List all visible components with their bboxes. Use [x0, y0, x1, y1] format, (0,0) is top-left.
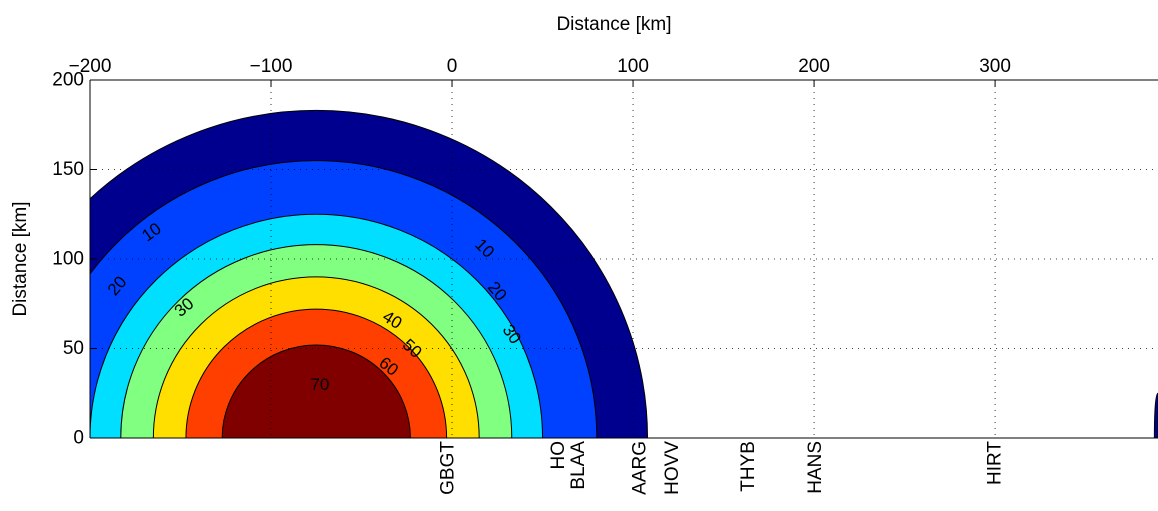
y-tick-label: 50	[63, 338, 84, 359]
y-tick-label: 200	[52, 70, 84, 91]
contour-band-70	[221, 344, 411, 438]
x-tick-label: 0	[447, 56, 458, 77]
x-tick-label: −100	[250, 56, 293, 77]
contour-fills	[90, 110, 1158, 438]
station-label-ho: HO	[548, 441, 569, 470]
axes: −200 −100 0 100 200 300 0 50 100 150 200 Distance […	[10, 14, 1158, 449]
contour-band-edge	[1153, 392, 1158, 438]
station-label-aarg: AARG	[629, 441, 650, 495]
contour-label: 70	[310, 375, 329, 394]
y-axis-title: Distance [km]	[10, 201, 31, 316]
station-label-hovv: HOVV	[662, 441, 683, 495]
x-tick-label: −200	[69, 56, 112, 77]
x-tick-label: 300	[979, 56, 1011, 77]
grid-lines	[90, 80, 1158, 438]
y-tick-label: 0	[73, 428, 84, 449]
y-tick-label: 150	[52, 159, 84, 180]
station-label-gbgt: GBGT	[438, 441, 459, 495]
y-tick-label: 100	[52, 249, 84, 270]
x-axis-title: Distance [km]	[556, 14, 671, 35]
station-label-blaa: BLAA	[568, 441, 589, 490]
station-label-thyb: THYB	[738, 441, 759, 492]
station-label-hans: HANS	[805, 441, 826, 494]
x-tick-label: 100	[617, 56, 649, 77]
x-tick-label: 200	[798, 56, 830, 77]
station-label-hirt: HIRT	[984, 441, 1005, 485]
